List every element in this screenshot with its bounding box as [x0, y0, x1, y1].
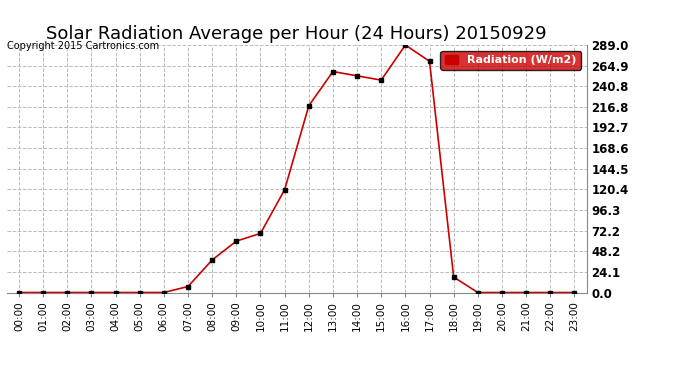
- Text: Copyright 2015 Cartronics.com: Copyright 2015 Cartronics.com: [7, 41, 159, 51]
- Title: Solar Radiation Average per Hour (24 Hours) 20150929: Solar Radiation Average per Hour (24 Hou…: [46, 26, 547, 44]
- Legend: Radiation (W/m2): Radiation (W/m2): [440, 51, 581, 69]
